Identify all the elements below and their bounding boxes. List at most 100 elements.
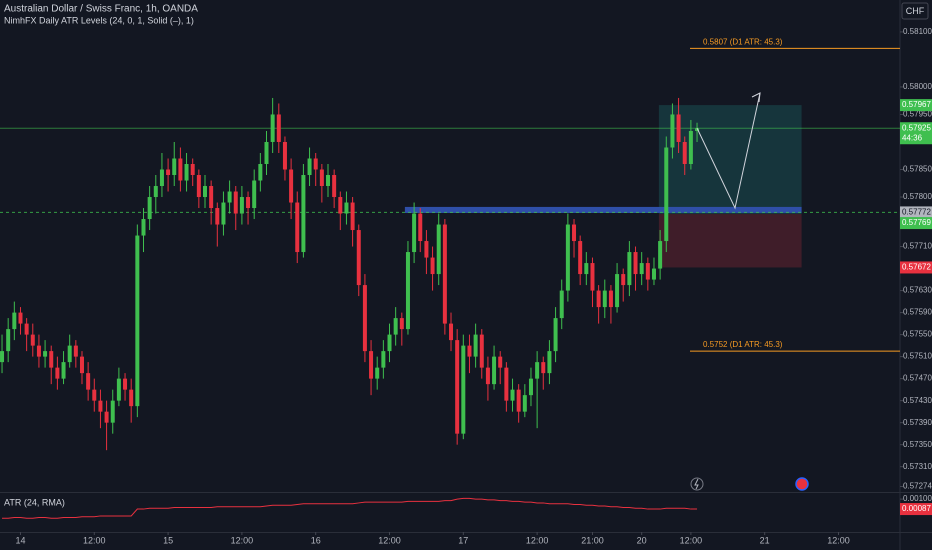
candle-body — [252, 180, 257, 209]
atr-level-label: 0.5752 (D1 ATR: 45.3) — [703, 340, 783, 349]
y-tick-label: 0.58000 — [903, 82, 932, 91]
candle-body — [190, 164, 195, 176]
candle-body — [233, 191, 238, 214]
candle-body — [276, 114, 281, 142]
atr-pane-title: ATR (24, RMA) — [4, 497, 65, 507]
y-tick-label: 0.57630 — [903, 286, 932, 295]
level-label: 0.57772 — [902, 208, 931, 217]
atr-value-label-bg — [900, 503, 932, 516]
price-label-bg — [900, 122, 932, 145]
x-tick-label: 17 — [458, 535, 468, 545]
candle-body — [116, 378, 121, 401]
countdown: 44:36 — [902, 133, 923, 142]
candle-body — [639, 263, 644, 275]
candle-body — [645, 263, 650, 280]
entry-label: 0.57769 — [902, 218, 931, 227]
x-tick-label: 12:00 — [526, 535, 549, 545]
candle-body — [86, 373, 91, 390]
atr-y-tick-label: 0.00100 — [903, 494, 932, 503]
candle-body — [608, 290, 613, 308]
candle-body — [209, 186, 214, 209]
candle-body — [436, 224, 441, 275]
candle-body — [535, 362, 540, 379]
candle-body — [516, 389, 521, 412]
stop-label-bg — [900, 261, 932, 274]
candle-body — [43, 351, 48, 357]
atr-line — [2, 497, 698, 519]
level-label-bg — [900, 206, 932, 219]
candle-body — [246, 197, 251, 209]
indicator-title: NimhFX Daily ATR Levels (24, 0, 1, Solid… — [4, 15, 194, 25]
x-tick-label: 12:00 — [827, 535, 850, 545]
candle-body — [61, 362, 66, 379]
candle-body — [202, 186, 207, 198]
candle-body — [141, 219, 146, 236]
candle-body — [528, 378, 533, 396]
candle-body — [590, 263, 595, 291]
candle-body — [473, 334, 478, 357]
candle-body — [633, 252, 638, 275]
candle-body — [559, 290, 564, 319]
event-icon[interactable] — [690, 477, 704, 491]
candle-body — [6, 329, 11, 352]
candle-body — [332, 175, 337, 198]
x-tick-label: 14 — [15, 535, 25, 545]
candle-body — [381, 351, 386, 368]
projection-arrow — [696, 92, 761, 210]
x-tick-label: 12:00 — [231, 535, 254, 545]
candle-body — [498, 356, 503, 368]
economic-event-icon[interactable] — [795, 477, 809, 491]
candle-body — [504, 367, 509, 401]
stop-label: 0.57672 — [902, 263, 931, 272]
candle-body — [301, 175, 306, 253]
candle-body — [49, 351, 54, 368]
candle-body — [166, 169, 171, 176]
candle-body — [578, 241, 583, 275]
candle-body — [350, 202, 355, 231]
atr-value-label: 0.00087 — [902, 504, 931, 513]
candle-body — [676, 114, 681, 142]
candle-body — [12, 312, 17, 330]
candle-body — [387, 334, 392, 352]
support-zone — [404, 206, 802, 213]
drawings: 0.5807 (D1 ATR: 45.3) 0.5752 (D1 ATR: 45.… — [0, 38, 900, 352]
candle-body — [98, 400, 103, 412]
candle-body — [326, 175, 331, 187]
candle-body — [449, 323, 454, 341]
candle-body — [664, 147, 669, 242]
candle-body — [393, 318, 398, 335]
candle-body — [239, 197, 244, 214]
candle-body — [627, 252, 632, 286]
candles — [0, 97, 700, 519]
candle-body — [695, 128, 700, 131]
currency-button[interactable] — [901, 2, 929, 20]
candle-body — [104, 411, 109, 423]
y-tick-label: 0.58100 — [903, 27, 932, 36]
candle-body — [123, 378, 128, 390]
currency[interactable]: CHF — [906, 6, 925, 16]
candle-body — [147, 197, 152, 220]
x-tick-label: 20 — [637, 535, 647, 545]
candle-body — [522, 395, 527, 412]
y-tick-label: 0.57470 — [903, 374, 932, 383]
y-tick-label: 0.57390 — [903, 418, 932, 427]
candle-body — [264, 141, 269, 164]
candle-body — [289, 169, 294, 203]
chart-title: Australian Dollar / Swiss Franc, 1h, OAN… — [4, 4, 198, 15]
x-tick-label: 21 — [760, 535, 770, 545]
candle-body — [553, 318, 558, 352]
candle-body — [399, 318, 404, 330]
price-label: 0.57925 — [902, 123, 931, 132]
candle-body — [682, 141, 687, 164]
candle-body — [92, 389, 97, 401]
candle-body — [73, 345, 78, 357]
candle-body — [492, 356, 497, 385]
candle-body — [135, 235, 140, 407]
candle-body — [184, 164, 189, 181]
candle-body — [412, 213, 417, 253]
y-tick-label: 0.57510 — [903, 352, 932, 361]
y-tick-label: 0.57350 — [903, 440, 932, 449]
y-tick-label: 0.57274 — [903, 482, 932, 491]
